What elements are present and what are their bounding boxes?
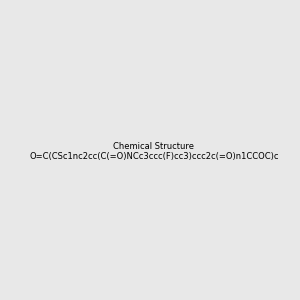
Text: Chemical Structure
O=C(CSc1nc2cc(C(=O)NCc3ccc(F)cc3)ccc2c(=O)n1CCOC)c: Chemical Structure O=C(CSc1nc2cc(C(=O)NC…: [29, 142, 278, 161]
